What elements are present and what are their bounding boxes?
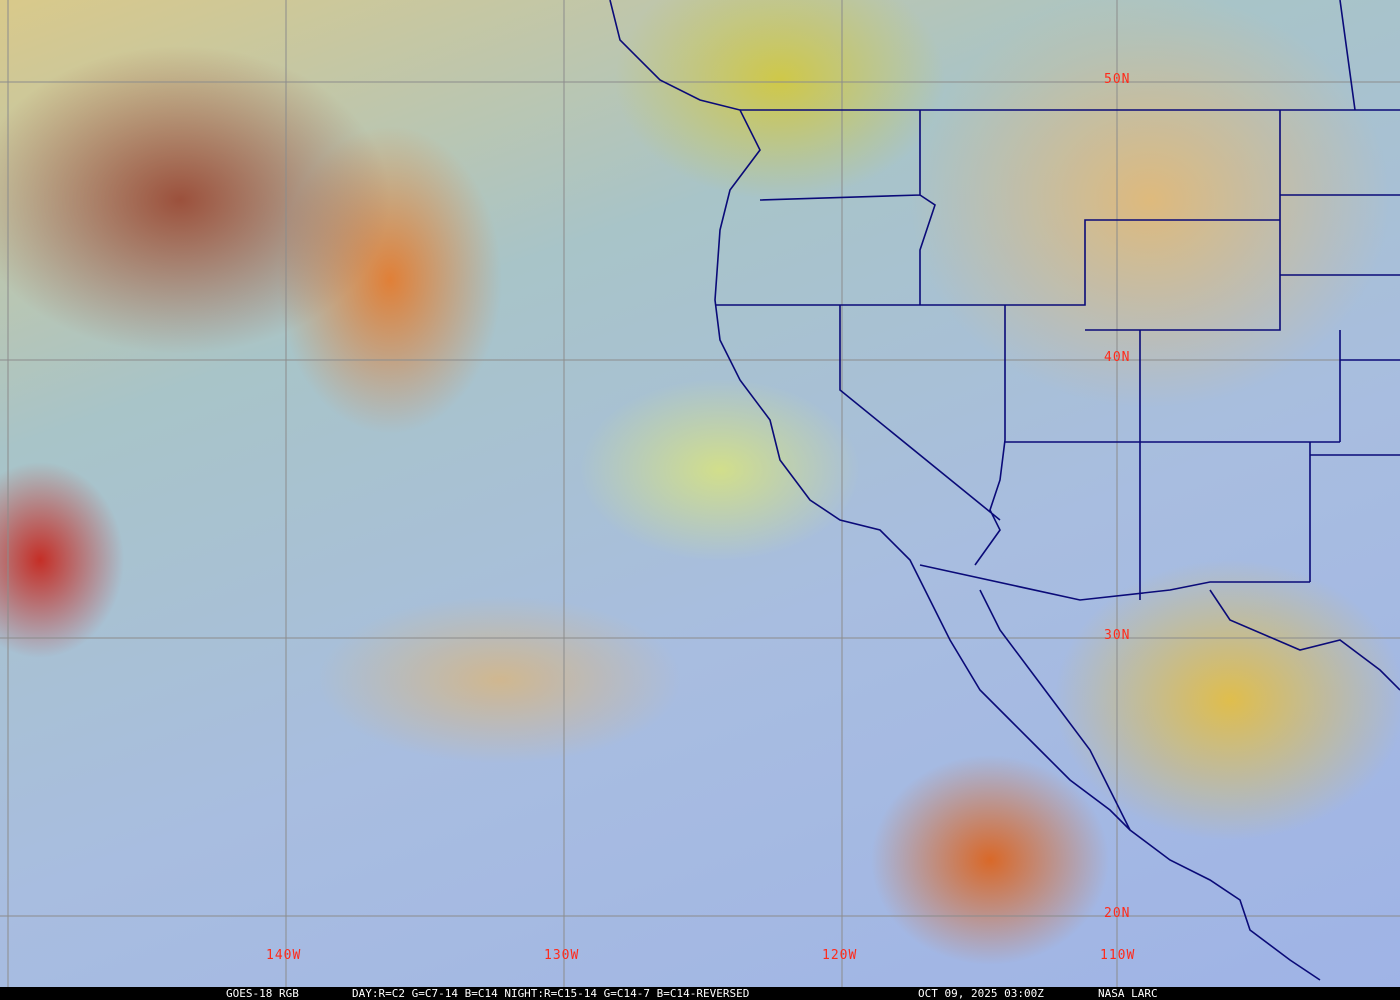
longitude-label-130w: 130W bbox=[544, 948, 580, 963]
longitude-label-120w: 120W bbox=[822, 948, 858, 963]
state-borders bbox=[715, 0, 1400, 600]
baja-gulf-coast bbox=[979, 589, 1400, 831]
latitude-label-30n: 30N bbox=[1104, 628, 1131, 643]
longitude-label-140w: 140W bbox=[266, 948, 302, 963]
coastline bbox=[609, 0, 1321, 981]
longitude-label-110w: 110W bbox=[1100, 948, 1136, 963]
boundaries bbox=[609, 0, 1400, 981]
status-bar: GOES-18 RGB DAY:R=C2 G=C7-14 B=C14 NIGHT… bbox=[0, 987, 1400, 1000]
credit: NASA LARC bbox=[1098, 987, 1158, 1000]
latitude-label-50n: 50N bbox=[1104, 72, 1131, 87]
us-mexico-border bbox=[919, 564, 1310, 601]
latitude-label-20n: 20N bbox=[1104, 906, 1131, 921]
rgb-recipe: DAY:R=C2 G=C7-14 B=C14 NIGHT:R=C15-14 G=… bbox=[352, 987, 750, 1000]
satellite-name: GOES-18 RGB bbox=[226, 987, 299, 1000]
timestamp: OCT 09, 2025 03:00Z bbox=[918, 987, 1044, 1000]
latitude-label-40n: 40N bbox=[1104, 350, 1131, 365]
